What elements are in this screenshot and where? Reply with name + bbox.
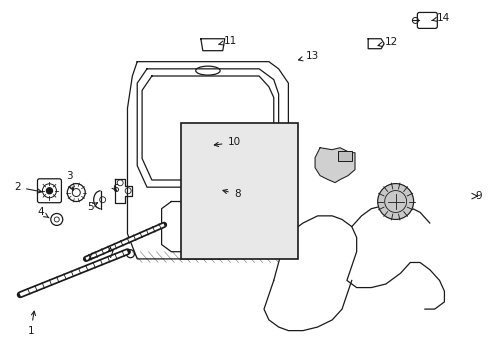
Text: 3: 3 (66, 171, 74, 190)
Text: 7: 7 (107, 247, 113, 260)
Text: 13: 13 (298, 51, 318, 61)
Bar (337, 151, 351, 161)
Text: 1: 1 (27, 311, 36, 336)
Text: 8: 8 (223, 189, 240, 199)
Text: 12: 12 (377, 37, 397, 47)
Text: 10: 10 (214, 138, 240, 147)
Text: 2: 2 (14, 182, 41, 193)
Text: 9: 9 (474, 191, 481, 201)
Text: 14: 14 (431, 13, 449, 23)
Circle shape (202, 141, 208, 148)
Text: 6: 6 (112, 184, 118, 194)
Bar (181, 123, 298, 259)
Polygon shape (314, 148, 354, 183)
Text: 4: 4 (37, 207, 49, 218)
Text: 11: 11 (218, 36, 237, 46)
Circle shape (377, 184, 413, 220)
Circle shape (46, 188, 52, 194)
Text: 5: 5 (87, 202, 97, 212)
